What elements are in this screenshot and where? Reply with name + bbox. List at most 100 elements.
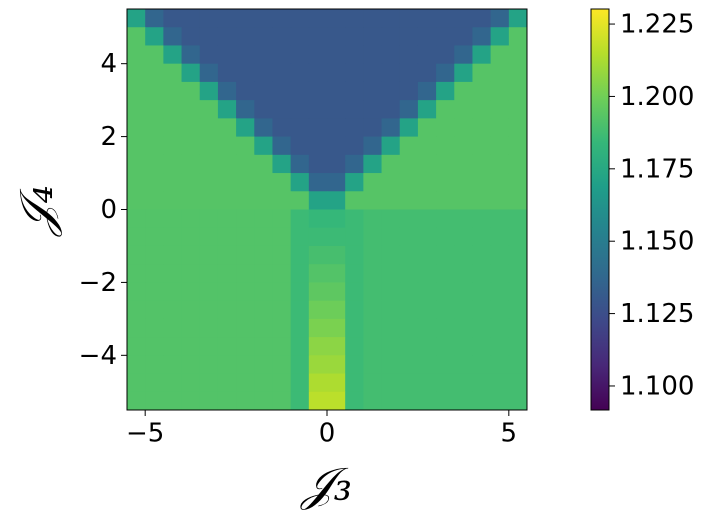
heatmap-cell xyxy=(381,191,401,210)
heatmap-cell xyxy=(236,245,255,265)
heatmap-cell xyxy=(308,173,328,192)
heatmap-cell xyxy=(436,45,455,65)
heatmap-cell xyxy=(272,27,292,46)
heatmap-cell xyxy=(290,227,310,247)
heatmap-cell xyxy=(399,209,419,229)
heatmap-cell xyxy=(308,63,328,83)
heatmap-cell xyxy=(399,173,419,192)
heatmap-cell xyxy=(454,282,473,302)
heatmap-cell xyxy=(290,136,310,156)
heatmap-cell xyxy=(272,337,292,356)
heatmap-cell xyxy=(472,337,492,356)
heatmap-cell xyxy=(199,173,219,192)
heatmap-cell xyxy=(127,27,146,46)
heatmap-cell xyxy=(454,318,473,338)
heatmap-cell xyxy=(181,63,201,83)
heatmap-cell xyxy=(454,81,473,101)
heatmap-cell xyxy=(199,27,219,46)
heatmap-cell xyxy=(399,318,419,338)
heatmap-cell xyxy=(472,154,492,174)
heatmap-cell xyxy=(272,63,292,83)
heatmap-cell xyxy=(417,209,437,229)
heatmap-cell xyxy=(381,300,401,320)
heatmap-cell xyxy=(254,209,273,229)
heatmap-cell xyxy=(236,318,255,338)
heatmap-cell xyxy=(272,81,292,101)
heatmap-cell xyxy=(181,318,201,338)
heatmap-cell xyxy=(199,318,219,338)
heatmap-cell xyxy=(345,136,364,156)
heatmap-cell xyxy=(454,227,473,247)
heatmap-cell xyxy=(217,264,237,283)
heatmap-cell xyxy=(254,136,273,156)
heatmap-cell xyxy=(145,100,164,119)
heatmap-cell xyxy=(145,173,164,192)
heatmap-cell xyxy=(327,136,346,156)
heatmap-cell xyxy=(490,355,510,375)
heatmap-cell xyxy=(254,63,273,83)
heatmap-cell xyxy=(254,227,273,247)
heatmap-cell xyxy=(181,191,201,210)
heatmap-cell xyxy=(436,173,455,192)
heatmap-cell xyxy=(345,227,364,247)
heatmap-cell xyxy=(454,118,473,138)
heatmap-cell xyxy=(272,45,292,65)
heatmap-cell xyxy=(145,227,164,247)
heatmap-cell xyxy=(454,9,473,28)
colorbar-tick-label: 1.125 xyxy=(620,299,694,329)
heatmap-cell xyxy=(454,355,473,375)
heatmap-cell xyxy=(217,63,237,83)
heatmap-cell xyxy=(217,373,237,393)
heatmap-cell xyxy=(308,136,328,156)
heatmap-cell xyxy=(327,9,346,28)
heatmap-cell xyxy=(508,136,528,156)
heatmap-cell xyxy=(436,118,455,138)
heatmap-cell xyxy=(308,318,328,338)
heatmap-cell xyxy=(381,391,401,411)
heatmap-cell xyxy=(199,355,219,375)
heatmap-cell xyxy=(417,373,437,393)
heatmap-cell xyxy=(163,355,183,375)
heatmap-cell xyxy=(508,264,528,283)
heatmap-cell xyxy=(472,191,492,210)
heatmap-cell xyxy=(327,45,346,65)
heatmap-cell xyxy=(363,282,383,302)
colorbar-tick-label: 1.150 xyxy=(620,227,694,257)
heatmap-cell xyxy=(127,300,146,320)
heatmap-cell xyxy=(272,118,292,138)
heatmap-cell xyxy=(490,27,510,46)
heatmap-cell xyxy=(508,373,528,393)
heatmap-cell xyxy=(236,264,255,283)
heatmap-cell xyxy=(508,391,528,411)
heatmap-cell xyxy=(381,154,401,174)
heatmap-cell xyxy=(163,27,183,46)
heatmap-cell xyxy=(217,81,237,101)
heatmap-cell xyxy=(472,264,492,283)
heatmap-cell xyxy=(181,300,201,320)
heatmap-cell xyxy=(417,191,437,210)
heatmap-cell xyxy=(327,245,346,265)
heatmap-cell xyxy=(217,118,237,138)
heatmap-cell xyxy=(236,81,255,101)
heatmap-cell xyxy=(490,391,510,411)
heatmap-cell xyxy=(290,318,310,338)
heatmap-cell xyxy=(308,227,328,247)
heatmap-cell xyxy=(308,355,328,375)
heatmap-cell xyxy=(472,373,492,393)
heatmap-cell xyxy=(254,27,273,46)
y-tick-label: 0 xyxy=(100,195,117,225)
heatmap-cell xyxy=(490,136,510,156)
heatmap-cell xyxy=(254,282,273,302)
heatmap-cell xyxy=(436,227,455,247)
heatmap-cell xyxy=(381,373,401,393)
heatmap-cell xyxy=(417,300,437,320)
heatmap-cell xyxy=(163,45,183,65)
heatmap-cell xyxy=(472,282,492,302)
heatmap-cell xyxy=(181,173,201,192)
heatmap-cell xyxy=(181,118,201,138)
heatmap-cell xyxy=(399,337,419,356)
heatmap-cell xyxy=(417,227,437,247)
heatmap-cell xyxy=(363,173,383,192)
heatmap-cell xyxy=(417,245,437,265)
heatmap-cell xyxy=(490,373,510,393)
